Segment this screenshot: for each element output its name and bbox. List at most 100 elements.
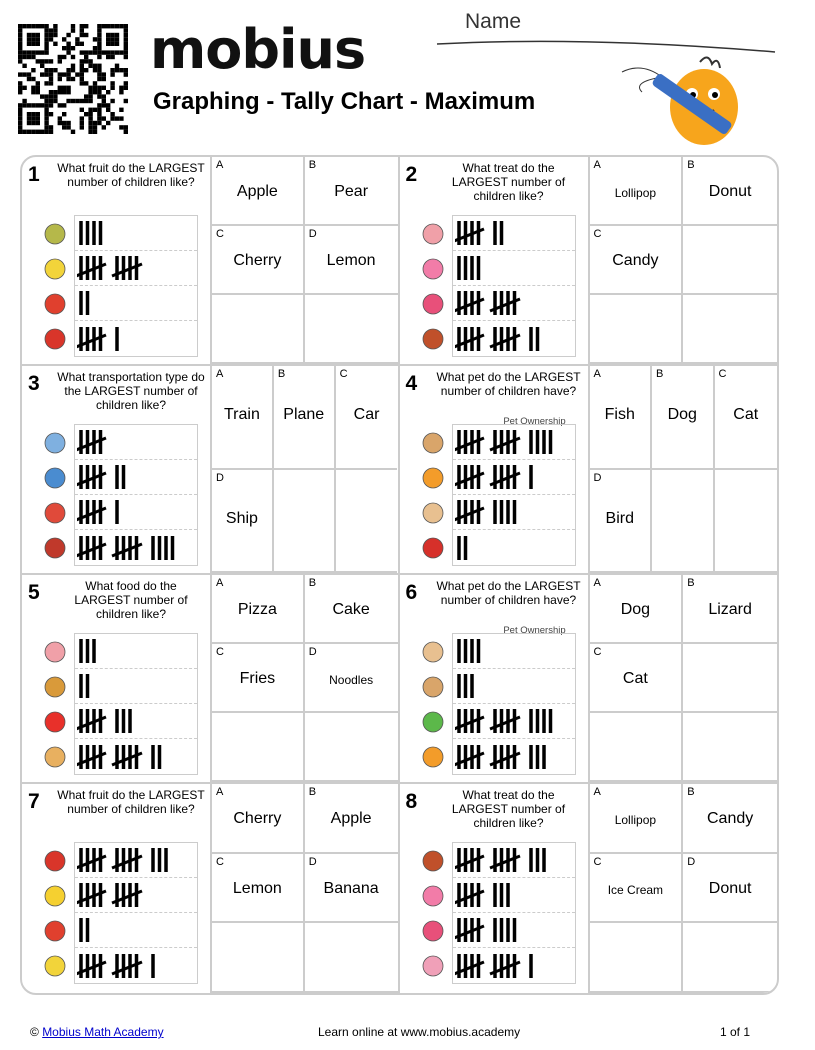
answer-option-c[interactable]: C Cherry (212, 226, 305, 295)
question-area: 2 What treat do the LARGEST number of ch… (400, 157, 590, 364)
mobius-logo: mobius (150, 18, 366, 81)
pear-icon (44, 223, 66, 245)
answer-option-d[interactable]: D Ship (212, 469, 274, 573)
answer-option-b[interactable]: B Pear (304, 157, 398, 226)
answer-option-d[interactable]: D Bird (589, 469, 652, 573)
answer-option-b[interactable]: B Cake (304, 575, 398, 644)
option-text: Car (353, 406, 380, 423)
name-line (436, 40, 776, 53)
answer-option-d[interactable]: D Noodles (304, 644, 398, 713)
option-text: Banana (323, 879, 379, 897)
option-letter: A (593, 368, 601, 380)
problem-3: 3 What transportation type do the LARGES… (22, 366, 400, 575)
option-letter: A (593, 786, 601, 798)
answer-option-b[interactable]: B Plane (273, 366, 336, 470)
option-text: Lollipop (614, 186, 657, 200)
noodles-icon (44, 746, 66, 768)
mobius-academy-link[interactable]: Mobius Math Academy (42, 1025, 164, 1039)
answer-option-b[interactable]: B Donut (683, 157, 777, 226)
tally-slash (454, 506, 485, 522)
answer-option-d[interactable]: D Donut (683, 854, 777, 924)
answer-option-b[interactable]: B Dog (652, 366, 715, 470)
candy-icon (422, 850, 443, 872)
tally-row-apple (75, 286, 197, 321)
answer-option-c[interactable]: C Candy (589, 226, 684, 295)
tally-chart (74, 842, 198, 984)
answer-option-a[interactable]: A Dog (589, 575, 684, 644)
tally-slash (77, 262, 107, 278)
option-letter: C (593, 228, 602, 240)
option-text: Cat (733, 406, 759, 423)
empty-option-cell (304, 923, 398, 993)
cherry-icon (44, 328, 66, 350)
tally-row-train (75, 530, 197, 565)
option-letter: B (687, 577, 695, 589)
option-text: Cherry (233, 810, 282, 827)
answer-option-c[interactable]: C Cat (714, 366, 777, 470)
empty-option-cell (683, 713, 777, 782)
answer-options: A Pizza B Cake C Fries D Noodles (212, 575, 398, 782)
tally-row-ice-cream (453, 948, 575, 983)
bird-icon (422, 537, 443, 559)
cat-icon (422, 641, 443, 663)
problem-2: 2 What treat do the LARGEST number of ch… (399, 157, 777, 366)
option-text: Donut (708, 879, 752, 897)
answer-option-a[interactable]: A Train (212, 366, 274, 470)
question-text: What food do the LARGEST number of child… (74, 579, 188, 621)
tally-row-cake (75, 634, 197, 669)
tally-row-lemon (75, 948, 197, 983)
answer-option-a[interactable]: A Apple (212, 157, 305, 226)
option-letter: C (593, 646, 602, 658)
empty-option-cell (683, 644, 777, 713)
tally-row-lizard (452, 704, 575, 739)
answer-option-a[interactable]: A Fish (589, 366, 652, 470)
tally-row-cat (452, 634, 575, 669)
tally-slash (77, 333, 107, 348)
banana-icon (44, 885, 66, 907)
question-text: What treat do the LARGEST number of chil… (451, 788, 566, 830)
tally-row-apple (75, 913, 197, 948)
option-text: Cat (622, 670, 648, 687)
answer-option-c[interactable]: C Cat (589, 644, 684, 713)
lemon-icon (44, 955, 66, 977)
cake-icon (422, 223, 443, 245)
answer-option-a[interactable]: A Lollipop (589, 784, 684, 854)
tally-slash (111, 889, 143, 905)
empty-option-cell (652, 469, 715, 573)
tally-chart (74, 633, 198, 775)
answer-option-a[interactable]: A Cherry (212, 784, 305, 854)
tally-slash (111, 542, 143, 557)
answer-option-d[interactable]: D Lemon (304, 226, 398, 295)
question-text: What fruit do the LARGEST number of chil… (57, 788, 205, 816)
option-letter: D (308, 855, 317, 868)
answer-option-c[interactable]: C Ice Cream (589, 853, 684, 924)
option-letter: B (308, 577, 317, 589)
question-area: 1 What fruit do the LARGEST number of ch… (22, 157, 212, 364)
answer-option-d[interactable]: D Banana (304, 854, 398, 924)
tally-row-plane (75, 425, 197, 460)
answer-option-b[interactable]: B Lizard (683, 575, 777, 644)
answer-option-c[interactable]: C Lemon (212, 853, 305, 924)
problem-number: 7 (28, 790, 40, 813)
answer-option-a[interactable]: A Lollipop (589, 157, 684, 226)
question-area: 4 What pet do the LARGEST number of chil… (400, 366, 590, 573)
answer-option-a[interactable]: A Pizza (212, 575, 305, 644)
answer-option-b[interactable]: B Apple (304, 784, 398, 854)
tally-row-cherry (75, 843, 197, 878)
option-text: Dog (620, 601, 651, 618)
tally-row-lemon (75, 251, 197, 286)
tally-chart (74, 215, 198, 357)
answer-option-b[interactable]: B Candy (683, 784, 777, 854)
problem-8: 8 What treat do the LARGEST number of ch… (400, 784, 777, 993)
answer-option-c[interactable]: C Car (335, 366, 398, 470)
answer-option-c[interactable]: C Fries (212, 644, 305, 713)
option-text: Plane (283, 406, 325, 423)
empty-option-cell (589, 713, 684, 782)
tally-row-cat (452, 495, 575, 530)
option-letter: A (216, 159, 224, 171)
empty-option-cell (273, 469, 336, 573)
tally-row-donut (452, 878, 575, 913)
worksheet-grid: 1 What fruit do the LARGEST number of ch… (20, 155, 779, 995)
donut-icon (422, 885, 443, 907)
tally-slash (488, 436, 521, 452)
